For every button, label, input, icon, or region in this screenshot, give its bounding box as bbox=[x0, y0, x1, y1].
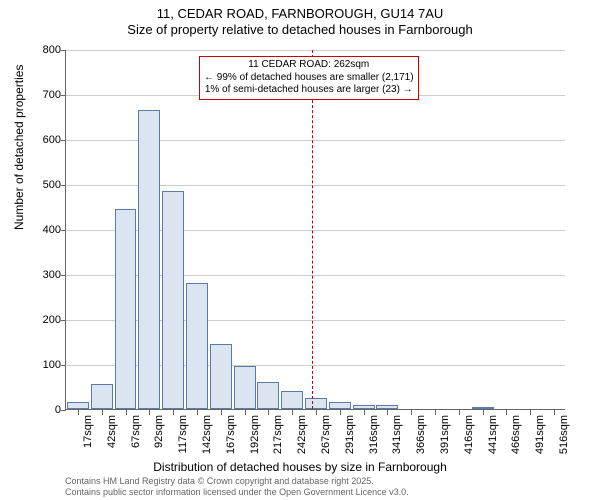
histogram-bar bbox=[472, 407, 494, 409]
ytick bbox=[61, 365, 66, 366]
ytick bbox=[61, 410, 66, 411]
xtick bbox=[387, 410, 388, 415]
xtick-label: 242sqm bbox=[296, 415, 308, 454]
xtick-label: 491sqm bbox=[534, 415, 546, 454]
histogram-bar bbox=[281, 391, 303, 409]
annotation-line1: 11 CEDAR ROAD: 262sqm bbox=[204, 59, 414, 72]
ytick bbox=[61, 140, 66, 141]
xtick bbox=[78, 410, 79, 415]
ytick-label: 500 bbox=[21, 179, 61, 191]
xtick-label: 92sqm bbox=[153, 415, 165, 448]
xtick-label: 291sqm bbox=[344, 415, 356, 454]
ytick bbox=[61, 185, 66, 186]
histogram-bar bbox=[138, 110, 160, 409]
xtick bbox=[411, 410, 412, 415]
marker-line bbox=[312, 50, 313, 409]
xtick bbox=[197, 410, 198, 415]
xtick-label: 391sqm bbox=[439, 415, 451, 454]
histogram-bar bbox=[186, 283, 208, 409]
marker-annotation: 11 CEDAR ROAD: 262sqm ← 99% of detached … bbox=[199, 56, 419, 100]
annotation-line3: 1% of semi-detached houses are larger (2… bbox=[204, 84, 414, 97]
xtick-label: 67sqm bbox=[130, 415, 142, 448]
xtick-label: 441sqm bbox=[487, 415, 499, 454]
xtick-label: 192sqm bbox=[249, 415, 261, 454]
xtick-label: 167sqm bbox=[225, 415, 237, 454]
ytick-label: 300 bbox=[21, 269, 61, 281]
xtick bbox=[459, 410, 460, 415]
xtick-label: 341sqm bbox=[391, 415, 403, 454]
xtick bbox=[292, 410, 293, 415]
xtick-label: 416sqm bbox=[463, 415, 475, 454]
x-axis-label: Distribution of detached houses by size … bbox=[0, 460, 600, 474]
histogram-bar bbox=[91, 384, 113, 409]
ytick-label: 100 bbox=[21, 359, 61, 371]
xtick-label: 117sqm bbox=[177, 415, 189, 453]
ytick-label: 0 bbox=[21, 404, 61, 416]
xtick-label: 17sqm bbox=[82, 415, 94, 448]
xtick bbox=[554, 410, 555, 415]
footer-attribution: Contains HM Land Registry data © Crown c… bbox=[65, 476, 409, 498]
histogram-chart: 010020030040050060070080017sqm42sqm67sqm… bbox=[65, 50, 565, 410]
xtick-label: 267sqm bbox=[320, 415, 332, 454]
xtick bbox=[173, 410, 174, 415]
xtick-label: 42sqm bbox=[106, 415, 118, 448]
histogram-bar bbox=[353, 405, 375, 410]
histogram-bar bbox=[162, 191, 184, 409]
ytick bbox=[61, 320, 66, 321]
ytick bbox=[61, 95, 66, 96]
page-title-line2: Size of property relative to detached ho… bbox=[0, 22, 600, 38]
xtick bbox=[102, 410, 103, 415]
ytick-label: 800 bbox=[21, 44, 61, 56]
xtick-label: 466sqm bbox=[510, 415, 522, 454]
gridline-h bbox=[66, 50, 565, 51]
ytick-label: 400 bbox=[21, 224, 61, 236]
xtick bbox=[221, 410, 222, 415]
ytick bbox=[61, 50, 66, 51]
xtick-label: 366sqm bbox=[415, 415, 427, 454]
histogram-bar bbox=[234, 366, 256, 409]
histogram-bar bbox=[257, 382, 279, 409]
footer-line1: Contains HM Land Registry data © Crown c… bbox=[65, 476, 409, 487]
histogram-bar bbox=[67, 402, 89, 409]
xtick bbox=[340, 410, 341, 415]
xtick-label: 142sqm bbox=[201, 415, 213, 454]
xtick bbox=[483, 410, 484, 415]
xtick bbox=[268, 410, 269, 415]
xtick bbox=[126, 410, 127, 415]
footer-line2: Contains public sector information licen… bbox=[65, 487, 409, 498]
ytick-label: 700 bbox=[21, 89, 61, 101]
ytick-label: 600 bbox=[21, 134, 61, 146]
xtick bbox=[149, 410, 150, 415]
xtick-label: 516sqm bbox=[558, 415, 570, 454]
xtick bbox=[530, 410, 531, 415]
histogram-bar bbox=[115, 209, 137, 409]
xtick bbox=[316, 410, 317, 415]
histogram-bar bbox=[329, 402, 351, 409]
ytick bbox=[61, 230, 66, 231]
xtick bbox=[364, 410, 365, 415]
xtick bbox=[245, 410, 246, 415]
ytick bbox=[61, 275, 66, 276]
xtick-label: 316sqm bbox=[368, 415, 380, 454]
xtick bbox=[435, 410, 436, 415]
histogram-bar bbox=[210, 344, 232, 409]
histogram-bar bbox=[305, 398, 327, 409]
annotation-line2: ← 99% of detached houses are smaller (2,… bbox=[204, 72, 414, 85]
ytick-label: 200 bbox=[21, 314, 61, 326]
xtick-label: 217sqm bbox=[272, 415, 284, 454]
plot-area: 010020030040050060070080017sqm42sqm67sqm… bbox=[65, 50, 565, 410]
xtick bbox=[506, 410, 507, 415]
page-title-line1: 11, CEDAR ROAD, FARNBOROUGH, GU14 7AU bbox=[0, 6, 600, 22]
histogram-bar bbox=[376, 405, 398, 410]
